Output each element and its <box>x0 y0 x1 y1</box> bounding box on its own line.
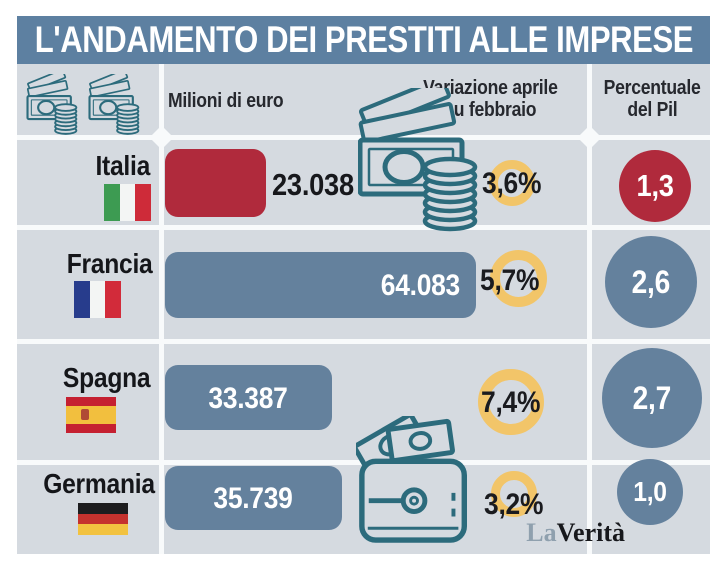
gdp-circle-germania: 1,0 <box>617 459 683 525</box>
column-header-variation: Variazione aprile su febbraio <box>423 77 558 121</box>
amount-value-francia: 64.083 <box>380 269 460 302</box>
variation-ring-germania <box>491 471 537 517</box>
variation-value-spagna: 7,4% <box>481 386 541 419</box>
banknotes-coins-icon <box>88 74 142 136</box>
amount-bar-spagna <box>165 365 332 430</box>
gdp-circle-italia: 1,3 <box>619 150 691 222</box>
amount-value-germania: 35.739 <box>213 482 293 515</box>
variation-ring-spagna <box>478 369 544 435</box>
flag-france-icon <box>74 281 121 318</box>
country-label-francia: Francia <box>66 248 152 279</box>
separator-italia-francia <box>17 225 710 230</box>
country-label-germania: Germania <box>43 468 155 499</box>
amount-bar-germania <box>165 466 342 530</box>
country-label-spagna: Spagna <box>62 362 151 393</box>
variation-ring-italia <box>489 160 535 206</box>
variation-value-francia: 5,7% <box>480 264 540 297</box>
flag-spain-icon <box>66 397 116 433</box>
variation-ring-francia <box>490 250 547 307</box>
amount-value-italia: 23.038 <box>272 167 354 202</box>
column-header-gdp: Percentuale del Pil <box>603 77 701 121</box>
banknotes-coins-icon <box>26 74 80 136</box>
wallet-icon <box>356 416 480 546</box>
separator-francia-spagna <box>17 339 710 344</box>
divider-vertical-right <box>587 64 592 554</box>
variation-value-italia: 3,6% <box>482 167 542 200</box>
banknotes-coins-icon <box>358 88 482 234</box>
country-label-italia: Italia <box>95 150 150 181</box>
column-header-amount: Milioni di euro <box>168 90 284 112</box>
amount-value-spagna: 33.387 <box>208 382 288 415</box>
page-title: L'ANDAMENTO DEI PRESTITI ALLE IMPRESE <box>34 19 693 60</box>
amount-bar-italia <box>165 149 266 217</box>
gdp-circle-francia: 2,6 <box>605 236 697 328</box>
amount-bar-francia <box>165 252 476 318</box>
divider-vertical-left <box>159 64 164 554</box>
gdp-circle-spagna: 2,7 <box>602 348 702 448</box>
title-bar: L'ANDAMENTO DEI PRESTITI ALLE IMPRESE <box>17 16 710 64</box>
flag-germany-icon <box>78 503 128 535</box>
flag-italy-icon <box>104 184 151 221</box>
laverita-logo: LaVerità <box>526 518 625 547</box>
variation-value-germania: 3,2% <box>484 488 544 521</box>
